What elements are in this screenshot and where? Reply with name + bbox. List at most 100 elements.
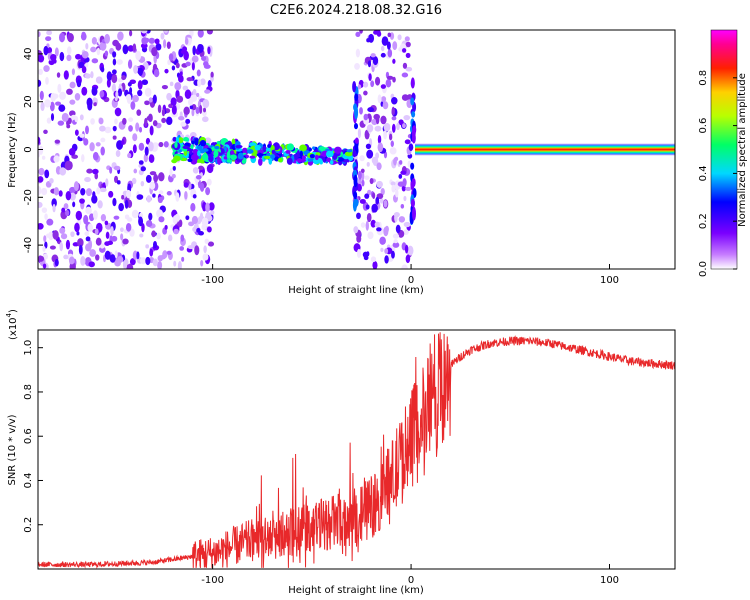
heatmap-cell: [202, 99, 210, 109]
heatmap-cell: [199, 139, 207, 147]
heatmap-cell: [380, 45, 385, 52]
heatmap-cell: [129, 87, 133, 94]
heatmap-cell: [379, 236, 386, 245]
heatmap-cell: [99, 90, 105, 98]
heatmap-cell: [43, 235, 47, 243]
snr-y-tick-label: 0.4: [23, 473, 34, 489]
heatmap-cell: [109, 166, 113, 174]
heatmap-cell: [42, 263, 47, 269]
heatmap-cell: [53, 155, 60, 163]
heatmap-cell: [395, 224, 401, 234]
heatmap-cell: [176, 95, 184, 103]
heatmap-cell: [71, 68, 75, 76]
heatmap-cell: [116, 59, 123, 65]
heatmap-cell: [152, 193, 156, 198]
heatmap-cell: [355, 48, 361, 58]
heatmap-cell: [401, 185, 406, 192]
heatmap-cell: [285, 149, 291, 154]
heatmap-cell: [84, 176, 91, 183]
heatmap-cell: [83, 214, 89, 225]
heatmap-cell: [374, 125, 382, 132]
heatmap-cell: [79, 133, 85, 138]
heatmap-cell: [190, 94, 198, 102]
heatmap-cell: [384, 248, 389, 254]
heatmap-cell: [115, 90, 119, 98]
heatmap-cell: [58, 190, 63, 197]
heatmap-cell: [172, 165, 176, 171]
heatmap-cell: [116, 255, 124, 263]
heatmap-cell: [80, 32, 87, 41]
heatmap-cell: [201, 148, 209, 152]
heatmap-cell: [391, 96, 398, 105]
snr-exponent-power: 4: [5, 312, 13, 317]
heatmap-cell: [391, 123, 396, 133]
heatmap-cell: [141, 37, 149, 45]
heatmap-cell: [45, 36, 52, 42]
heatmap-cell: [206, 30, 213, 35]
snr-x-tick-label: -100: [201, 575, 224, 586]
heatmap-cell: [46, 218, 54, 226]
heatmap-cell: [50, 92, 57, 102]
heatmap-cell: [161, 84, 168, 90]
heatmap-cell: [182, 145, 190, 150]
heatmap-cell: [68, 147, 76, 156]
snr-y-ticks: 0.2 0.4 0.6 0.8 1.0: [23, 340, 43, 533]
heatmap-cell: [353, 191, 358, 200]
heatmap-cell: [104, 250, 111, 260]
heatmap-cell: [112, 58, 117, 66]
heatmap-cell: [309, 154, 315, 159]
heatmap-cell: [69, 256, 75, 265]
heatmap-cell: [190, 202, 196, 212]
heatmap-cell: [85, 236, 91, 242]
heatmap-cell: [356, 234, 362, 243]
heatmap-cell: [97, 200, 103, 209]
heatmap-cell: [400, 170, 407, 175]
heatmap-cell: [115, 149, 121, 158]
snr-x-tick-label: 0: [408, 575, 414, 586]
heatmap-cell: [158, 141, 164, 148]
heatmap-cell: [297, 158, 302, 163]
figure-title: C2E6.2024.218.08.32.G16: [270, 3, 442, 18]
heatmap-cell: [56, 72, 61, 78]
heatmap-cell: [380, 187, 385, 196]
heatmap-cell: [372, 56, 379, 66]
heatmap-cell: [46, 30, 53, 36]
heatmap-cell: [162, 250, 168, 259]
heatmap-cell: [353, 226, 359, 234]
heatmap-cell: [411, 206, 416, 221]
heatmap-cell: [45, 76, 49, 85]
heatmap-y-tick-label: 0: [23, 146, 34, 152]
colorbar-tick-label: 0.4: [698, 165, 709, 181]
snr-y-axis-label: SNR (10 * v/v): [7, 414, 18, 485]
heatmap-cell: [53, 187, 60, 196]
heatmap-cell: [52, 230, 59, 240]
snr-exponent-close: ): [8, 309, 19, 313]
heatmap-cell: [384, 255, 389, 264]
heatmap-cell: [375, 76, 381, 86]
heatmap-y-tick-label: 20: [23, 95, 34, 108]
heatmap-panel: -100 0 100 -40 -20 0 20 40 Height of straight …: [7, 29, 676, 296]
heatmap-cell: [76, 79, 82, 88]
heatmap-cell: [204, 137, 212, 144]
heatmap-cell: [116, 180, 121, 185]
heatmap-cell: [167, 234, 173, 242]
heatmap-cell: [87, 101, 93, 111]
heatmap-y-ticks: -40 -20 0 20 40: [23, 48, 43, 253]
heatmap-cell: [299, 150, 304, 158]
heatmap-cell: [192, 194, 197, 199]
heatmap-cell: [270, 144, 275, 152]
heatmap-cell: [83, 138, 89, 146]
snr-x-ticks: -100 0 100: [201, 564, 619, 586]
colorbar-ticks: 0.0 0.2 0.4 0.6 0.8: [698, 70, 737, 277]
heatmap-cell: [191, 108, 195, 117]
heatmap-cell: [90, 46, 97, 53]
heatmap-cells: [38, 30, 675, 269]
heatmap-cell: [50, 113, 55, 122]
snr-y-tick-label: 1.0: [23, 340, 34, 356]
heatmap-cell: [366, 212, 372, 223]
heatmap-cell: [121, 75, 126, 81]
heatmap-cell: [380, 247, 384, 252]
heatmap-cell: [96, 47, 101, 56]
heatmap-cell: [178, 219, 183, 228]
heatmap-cell: [148, 212, 153, 221]
